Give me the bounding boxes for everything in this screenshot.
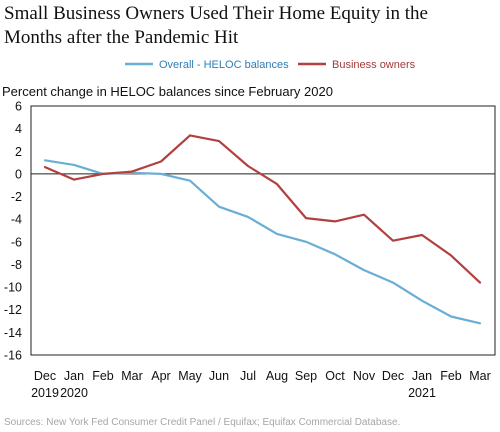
x-tick-label: May [178, 369, 202, 383]
y-tick-label: 4 [15, 122, 22, 136]
x-tick-label: Apr [151, 369, 170, 383]
x-year-label: 2020 [60, 386, 88, 400]
y-tick-label: -8 [11, 258, 22, 272]
legend-label-business-owners: Business owners [332, 59, 416, 71]
series-lines [43, 134, 482, 325]
y-axis-ticks: 6 4 2 0 -2 -4 -6 -8 -10 -12 -14 -16 [4, 100, 22, 363]
x-tick-label: Jan [412, 369, 432, 383]
source-note: Sources: New York Fed Consumer Credit Pa… [4, 417, 400, 428]
x-tick-label: Jul [240, 369, 256, 383]
x-tick-label: Mar [469, 369, 491, 383]
chart-title-line-1: Small Business Owners Used Their Home Eq… [4, 3, 428, 24]
x-tick-label: Dec [382, 369, 404, 383]
y-tick-label: 6 [15, 100, 22, 114]
x-tick-label: Feb [92, 369, 114, 383]
x-year-label: 2021 [408, 386, 436, 400]
x-tick-label: Jan [64, 369, 84, 383]
y-tick-label: -16 [4, 349, 22, 363]
x-tick-label: Feb [440, 369, 462, 383]
chart-title-line-2: Months after the Pandemic Hit [4, 27, 239, 48]
x-axis-ticks: Dec 2019 Jan 2020 Feb Mar Apr May Jun Jul Aug Sep Oc… [31, 369, 491, 400]
legend-label-overall: Overall - HELOC balances [159, 59, 289, 71]
y-axis-label: Percent change in HELOC balances since F… [2, 84, 333, 99]
y-tick-label: -10 [4, 281, 22, 295]
x-tick-label: Sep [295, 369, 317, 383]
y-tick-label: -4 [11, 213, 22, 227]
y-tick-label: 0 [15, 167, 22, 181]
y-tick-label: -6 [11, 235, 22, 249]
series-line-overall [43, 159, 482, 325]
x-tick-label: Mar [121, 369, 143, 383]
x-tick-label: Nov [353, 369, 376, 383]
legend: Overall - HELOC balances Business owners [125, 59, 416, 71]
y-tick-label: -2 [11, 190, 22, 204]
x-tick-label: Aug [266, 369, 288, 383]
y-tick-label: -14 [4, 326, 22, 340]
x-tick-label: Oct [325, 369, 345, 383]
x-tick-label: Dec [34, 369, 56, 383]
y-tick-label: 2 [15, 145, 22, 159]
y-tick-label: -12 [4, 303, 22, 317]
x-tick-label: Jun [209, 369, 229, 383]
x-year-label: 2019 [31, 386, 59, 400]
plot-frame [30, 105, 496, 356]
series-line-business-owners [43, 134, 482, 284]
